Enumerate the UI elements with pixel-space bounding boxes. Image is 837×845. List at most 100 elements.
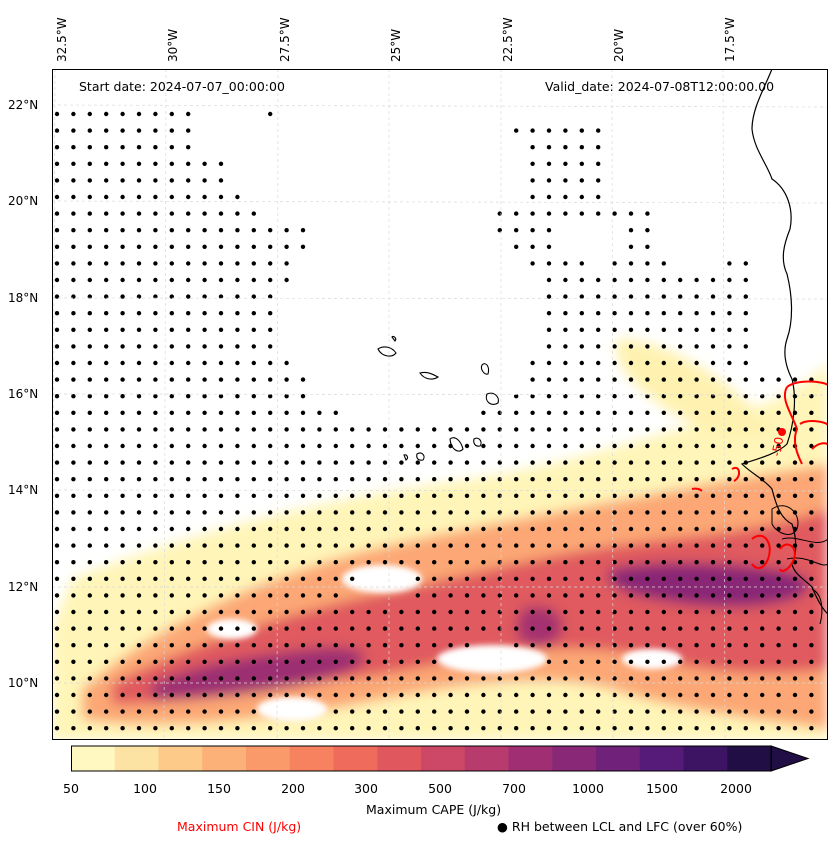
rh-dot [464,427,470,432]
rh-dot [464,692,470,698]
cape-region-core2 [608,563,810,607]
rh-dot [251,659,256,664]
rh-dot [202,211,207,216]
rh-dot [514,692,519,698]
rh-dot [153,526,158,532]
lat-label: 16°N [8,387,39,401]
rh-dot [71,609,76,615]
rh-dot [251,543,256,548]
rh-dot [612,311,617,316]
rh-dot [448,560,453,565]
rh-dot [448,609,453,615]
rh-dot [169,128,174,133]
rh-dot [317,676,322,681]
rh-dot [71,377,76,382]
rh-dot [612,493,617,498]
rh-dot [87,659,92,664]
rh-dot [432,427,437,432]
rh-dot [350,526,355,532]
colorbar-tick: 150 [207,781,231,796]
rh-dot [186,726,191,731]
rh-dot [612,410,617,415]
rh-dot [120,410,125,415]
rh-dot [481,410,486,415]
rh-dot [612,593,617,598]
rh-dot [415,626,420,631]
rh-dot [661,311,666,316]
rh-dot [710,360,716,366]
rh-dot [202,726,207,731]
rh-dot [760,526,765,532]
rh-dot [382,609,388,615]
rh-dot [448,493,453,498]
lon-label: 32.5°W [55,17,69,62]
rh-dot [710,593,716,598]
rh-dot [235,294,240,299]
rh-dot [251,709,256,714]
rh-dot [661,377,666,382]
rh-dot [661,726,666,731]
rh-dot [530,676,535,681]
rh-dot [612,377,617,382]
rh-dot [202,161,207,166]
rh-dot [71,128,76,133]
rh-dot [104,460,109,465]
rh-dot [87,211,92,216]
rh-dot [300,560,306,565]
rh-dot [415,443,420,449]
rh-dot [546,477,552,482]
rh-dot [546,178,552,183]
rh-dot [104,643,109,648]
rh-dot [645,576,650,581]
rh-dot [268,327,273,332]
rh-dot [645,377,650,382]
rh-dot [366,692,371,698]
rh-dot [546,311,552,316]
rh-dot [694,709,699,714]
rh-dot [186,344,191,349]
rh-dot [235,228,240,233]
rh-dot [464,576,470,581]
rh-dot [87,443,92,449]
rh-dot [743,626,748,631]
rh-dot [546,377,552,382]
rh-dot [71,692,76,698]
rh-dot [612,427,617,432]
rh-dot [678,294,683,299]
rh-dot [136,427,142,432]
rh-dot [218,161,224,166]
rh-dot [268,643,273,648]
rh-dot [530,709,535,714]
rh-dot [645,311,650,316]
rh-dot [743,692,748,698]
rh-dot [563,360,568,366]
rh-dot [645,327,650,332]
rh-dot [432,626,437,631]
rh-dot [104,311,109,316]
colorbar-tick: 1000 [572,781,604,796]
rh-dot [104,443,109,449]
rh-dot [612,344,617,349]
rh-dot [382,659,388,664]
rh-dot [645,709,650,714]
rh-dot [645,543,650,548]
rh-dot [645,360,650,366]
rh-dot [596,543,601,548]
rh-dot [514,394,519,399]
rh-dot [710,344,716,349]
rh-dot [432,676,437,681]
rh-dot [514,128,519,133]
rh-dot [300,543,306,548]
colorbar-tick: 50 [63,781,79,796]
rh-dot [432,643,437,648]
rh-dot [284,692,289,698]
rh-dot [612,477,617,482]
rh-dot [579,161,584,166]
rh-dot [300,692,306,698]
rh-dot [71,576,76,581]
rh-dot [382,643,388,648]
rh-dot [71,261,76,266]
rh-dot [514,526,519,532]
rh-dot [87,560,92,565]
rh-dot [87,676,92,681]
